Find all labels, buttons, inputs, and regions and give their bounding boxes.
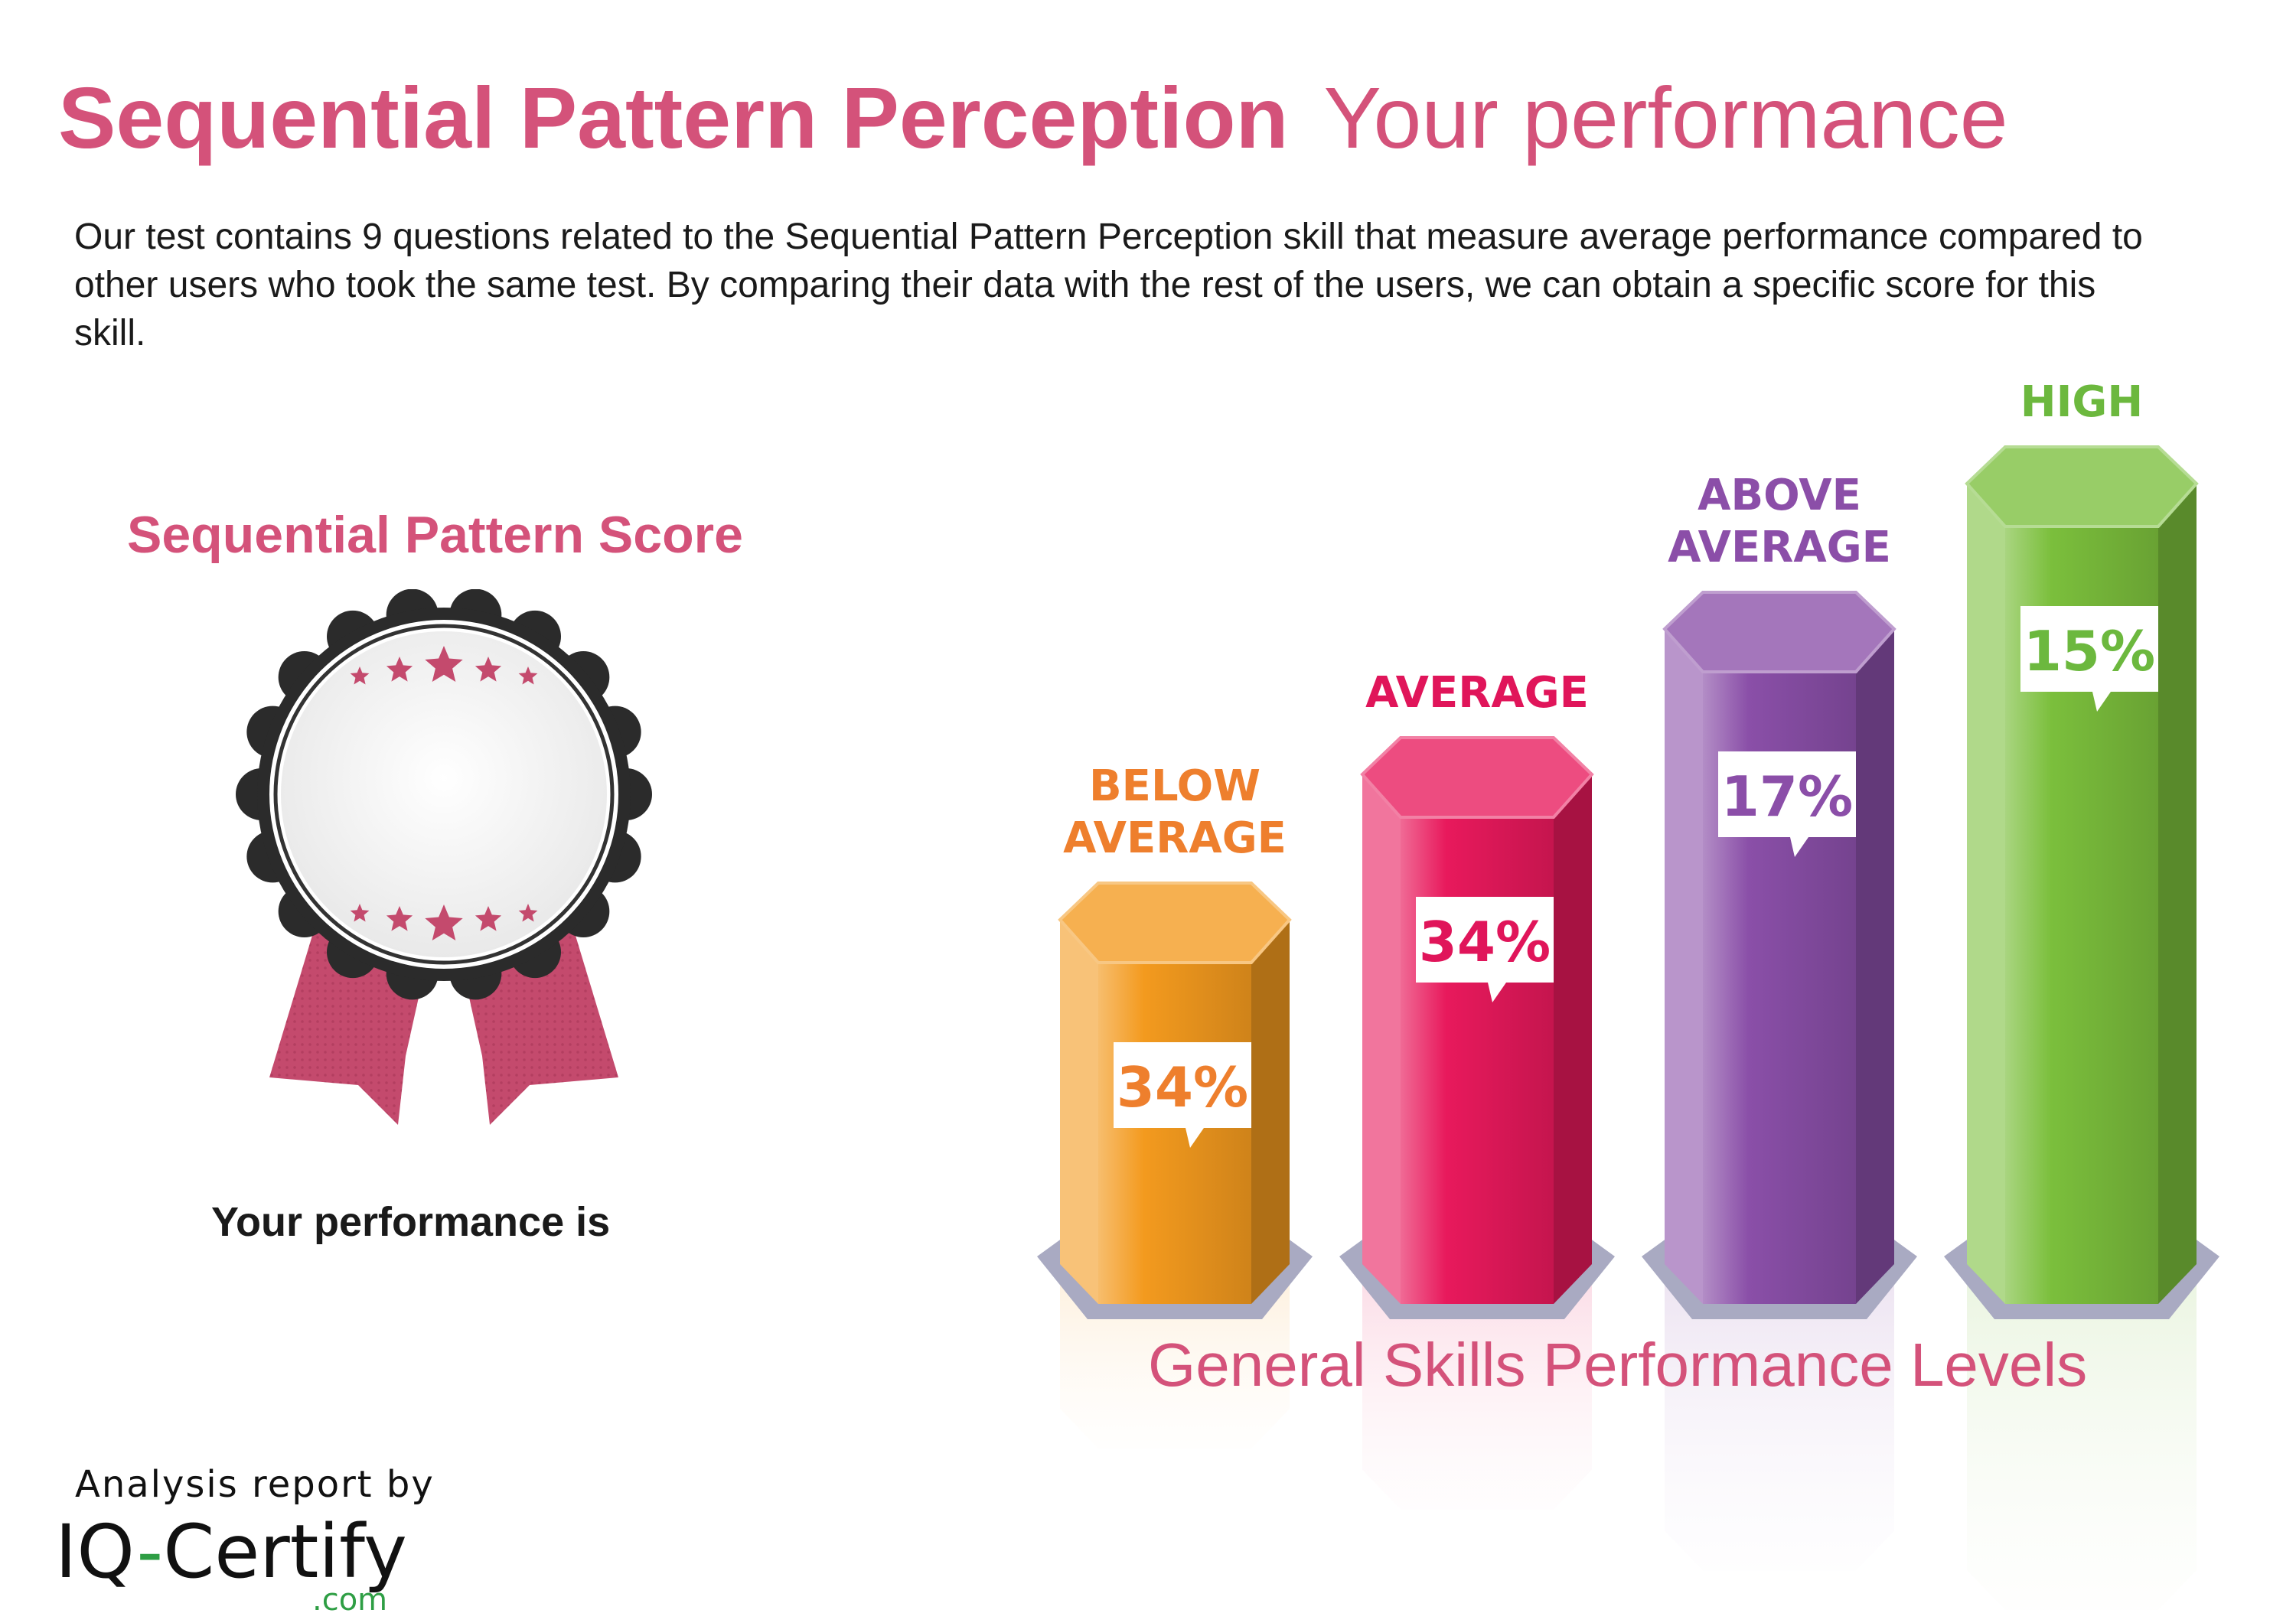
category-label: BELOW — [1089, 761, 1261, 811]
bar-group: 15% HIGH — [1944, 377, 2219, 1610]
brand-domain: .com — [312, 1582, 388, 1618]
bar-group: 34% AVERAGE — [1339, 668, 1615, 1510]
star-icon — [518, 904, 538, 922]
brand-name-dash: - — [136, 1509, 164, 1595]
bar-face-right — [2158, 484, 2197, 1304]
value-label: 15% — [2024, 619, 2155, 683]
category-label: AVERAGE — [1063, 813, 1287, 863]
bar-face-left — [1362, 774, 1401, 1304]
star-icon — [425, 904, 463, 940]
category-label: AVERAGE — [1365, 668, 1589, 718]
brand-logo: IQ-Certify — [55, 1515, 407, 1589]
star-icon — [350, 904, 370, 922]
bar-reflection — [1967, 1264, 2197, 1610]
bar-top — [1360, 736, 1594, 819]
value-label-bubble — [2020, 606, 2158, 712]
star-icon — [475, 657, 502, 682]
stars-bottom — [350, 904, 538, 940]
star-icon — [425, 646, 463, 682]
bar-top — [1662, 591, 1896, 673]
bar — [1401, 817, 1554, 1304]
title-light: Your performance — [1323, 70, 2008, 166]
intro-text: Our test contains 9 questions related to… — [74, 217, 2143, 354]
bar-top — [1965, 445, 2199, 528]
performance-label: Your performance is — [211, 1199, 611, 1245]
stars-top — [350, 646, 538, 685]
value-label-bubble — [1718, 751, 1856, 857]
brand-name-part1: IQ — [55, 1509, 137, 1595]
category-label: HIGH — [2020, 377, 2144, 427]
value-label-bubble — [1114, 1042, 1251, 1148]
star-icon — [518, 666, 538, 685]
title-strong: Sequential Pattern Perception — [58, 70, 1289, 166]
bar-face-left — [1967, 484, 2005, 1304]
bar-top — [1058, 882, 1292, 964]
bar-reflection — [1362, 1264, 1592, 1510]
chart-title: General Skills Performance Levels — [1148, 1331, 2088, 1399]
star-icon — [475, 906, 502, 931]
bar-face-left — [1060, 920, 1098, 1304]
star-icon — [386, 657, 413, 682]
bar-reflection — [1665, 1264, 1894, 1571]
bar-face-right — [1251, 920, 1290, 1304]
bar-face-right — [1856, 629, 1894, 1304]
brand-name-part2: Certify — [163, 1509, 407, 1595]
category-label: AVERAGE — [1668, 523, 1891, 572]
page-title: Sequential Pattern Perception Your perfor… — [58, 70, 2008, 165]
star-icon — [386, 906, 413, 931]
value-label-bubble — [1416, 897, 1554, 1002]
bar — [2005, 526, 2158, 1304]
star-icon — [350, 666, 370, 685]
value-label: 34% — [1117, 1055, 1248, 1119]
bar — [1098, 963, 1251, 1304]
bar-face-right — [1554, 774, 1592, 1304]
brand-tagline: Analysis report by — [75, 1463, 435, 1506]
value-label: 34% — [1419, 910, 1551, 974]
score-heading: Sequential Pattern Score — [127, 506, 743, 564]
bar-face-left — [1665, 629, 1703, 1304]
category-label: ABOVE — [1698, 471, 1861, 520]
award-badge-icon — [236, 589, 652, 1125]
value-label: 17% — [1721, 764, 1853, 829]
